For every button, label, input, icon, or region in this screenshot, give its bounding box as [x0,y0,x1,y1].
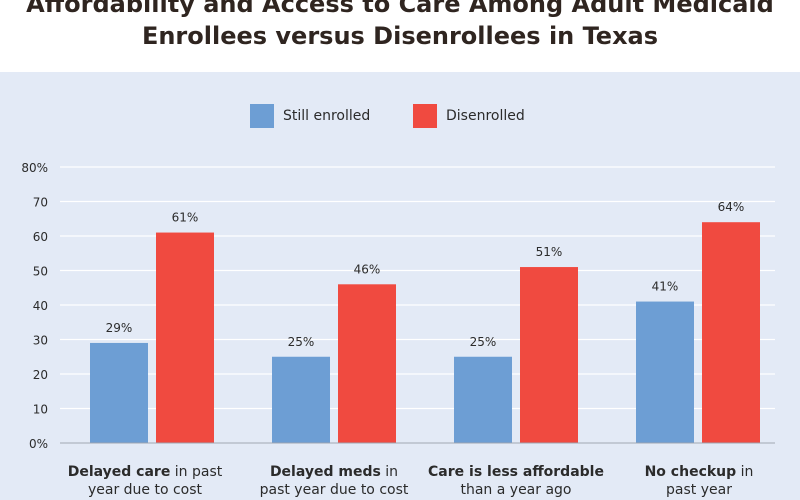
data-label: 64% [718,200,745,214]
chart-title-line-2: Enrollees versus Disenrollees in Texas [141,22,659,50]
y-tick-label: 0% [29,437,48,451]
y-tick-label: 40 [33,299,48,313]
legend-label-disenrolled: Disenrolled [446,108,525,124]
category-label-delayed-meds: Delayed meds in past year due to cost [259,464,409,498]
legend-label-still-enrolled: Still enrolled [283,108,371,124]
category-label-care-less-affordable: Care is less affordable than a year ago [428,464,604,498]
data-label: 25% [470,335,497,349]
data-label: 41% [652,280,679,294]
bar [90,342,148,443]
category-label-delayed-care: Delayed care in past year due to cost [67,464,223,498]
bar [636,301,694,443]
data-label: 29% [106,321,133,335]
bar [520,267,578,443]
y-tick-label: 70 [33,196,48,210]
y-tick-label: 10 [33,403,48,417]
data-label: 61% [172,211,199,225]
chart-title-line-1: Affordability and Access to Care Among A… [26,0,774,18]
legend-item-still-enrolled: Still enrolled [250,104,370,128]
legend-item-disenrolled: Disenrolled [413,104,525,128]
y-tick-label: 30 [33,334,48,348]
legend: Still enrolled Disenrolled [0,104,800,130]
y-tick-label: 20 [33,368,48,382]
y-tick-label: 80% [21,161,48,175]
legend-swatch-disenrolled [413,104,437,128]
bar [338,284,396,443]
bar [702,222,760,443]
legend-swatch-still-enrolled [250,104,274,128]
chart-title: Affordability and Access to Care Among A… [0,0,800,52]
bar [156,232,214,443]
bar [272,356,330,443]
y-tick-label: 60 [33,230,48,244]
data-label: 51% [536,245,563,259]
data-label: 25% [288,335,315,349]
bar [454,356,512,443]
category-label-no-checkup: No checkup in past year [644,464,754,498]
y-tick-label: 50 [33,265,48,279]
data-label: 46% [354,262,381,276]
